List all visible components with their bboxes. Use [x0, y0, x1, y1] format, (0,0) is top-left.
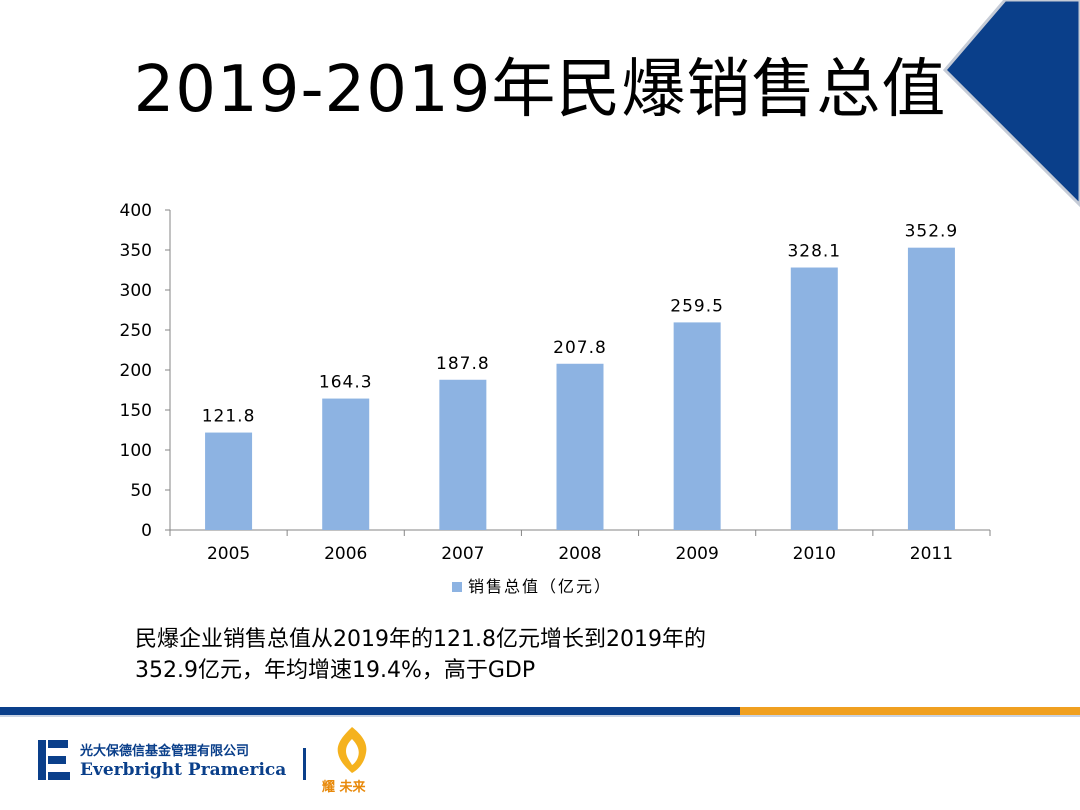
bar-2011	[907, 247, 955, 530]
footer-orange-stripe	[740, 707, 1080, 715]
footer-blue-stripe	[0, 707, 760, 715]
data-label-2011: 352.9	[905, 222, 959, 242]
sales-bar-chart: 0 50 100 150 200 250 300 350 400 2005 2006 2007 2008…	[120, 201, 991, 596]
data-label-2005: 121.8	[202, 407, 256, 427]
y-tick-label: 50	[130, 481, 152, 501]
data-label-2007: 187.8	[436, 354, 490, 374]
y-tick-label: 200	[120, 361, 152, 381]
flame-icon	[337, 727, 367, 773]
data-label-2009: 259.5	[670, 296, 724, 316]
x-tick-label-2006: 2006	[324, 544, 367, 564]
y-tick-label: 400	[120, 201, 152, 221]
everbright-logo-icon	[38, 740, 70, 780]
bar-2010	[790, 267, 838, 530]
chart-legend: 销售总值（亿元）	[452, 577, 612, 596]
y-tick-label: 100	[120, 441, 152, 461]
x-tick-label-2007: 2007	[441, 544, 484, 564]
data-label-2010: 328.1	[787, 242, 841, 262]
x-tick-label-2010: 2010	[793, 544, 836, 564]
x-tick-label-2005: 2005	[207, 544, 250, 564]
footer-separator	[303, 748, 306, 780]
legend-swatch	[452, 582, 462, 592]
company-name-cn: 光大保德信基金管理有限公司	[80, 744, 250, 759]
y-tick-label: 350	[120, 241, 152, 261]
corner-decoration	[930, 0, 1080, 220]
y-tick-label: 250	[120, 321, 152, 341]
chart-data-labels: 121.8 164.3 187.8 207.8 259.5 328.1 352.9	[202, 222, 959, 427]
y-tick-label: 300	[120, 281, 152, 301]
bar-2008	[556, 363, 604, 530]
company-name-en: Everbright Pramerica	[80, 760, 287, 780]
bar-2009	[673, 322, 721, 530]
data-label-2006: 164.3	[319, 373, 373, 393]
summary-line-2: 352.9亿元，年均增速19.4%，高于GDP	[135, 658, 536, 683]
bar-2007	[439, 379, 487, 530]
x-tick-label-2008: 2008	[558, 544, 601, 564]
legend-label: 销售总值（亿元）	[468, 577, 612, 596]
summary-text: 民爆企业销售总值从2019年的121.8亿元增长到2019年的 352.9亿元，…	[135, 624, 855, 686]
summary-line-1: 民爆企业销售总值从2019年的121.8亿元增长到2019年的	[135, 627, 706, 652]
x-tick-label-2009: 2009	[676, 544, 719, 564]
bar-2005	[205, 432, 253, 530]
footer-divider	[0, 715, 1080, 717]
chart-bars	[205, 247, 955, 530]
x-tick-label-2011: 2011	[910, 544, 953, 564]
bar-2006	[322, 398, 370, 530]
y-tick-label: 150	[120, 401, 152, 421]
data-label-2008: 207.8	[553, 338, 607, 358]
tagline-text: 耀 未来	[322, 780, 366, 795]
y-tick-label: 0	[141, 521, 152, 541]
slide-title: 2019-2019年民爆销售总值	[133, 53, 947, 127]
chart-axes: 0 50 100 150 200 250 300 350 400 2005 2006 2007 2008…	[120, 201, 991, 564]
